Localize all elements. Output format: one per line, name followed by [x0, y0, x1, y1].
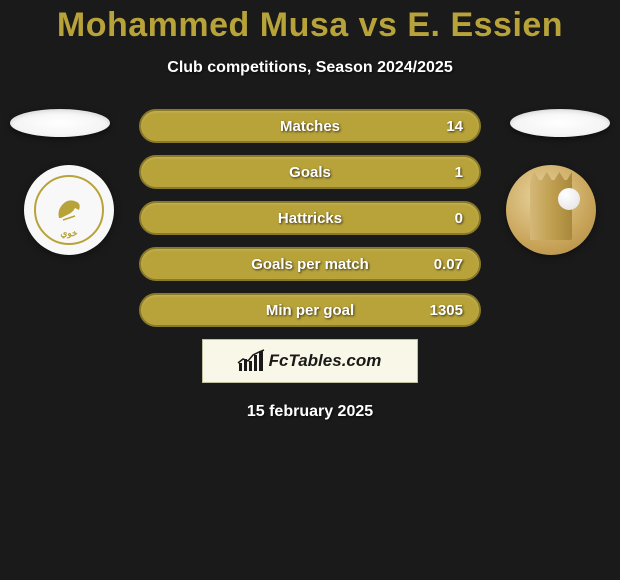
stat-row-matches: Matches 14 — [139, 109, 481, 143]
stat-label: Hattricks — [278, 210, 342, 227]
card-container: Mohammed Musa vs E. Essien Club competit… — [0, 0, 620, 421]
stat-value-right: 1305 — [430, 302, 463, 319]
chart-icon — [239, 351, 263, 371]
stat-value-right: 14 — [446, 118, 463, 135]
stat-label: Min per goal — [266, 302, 354, 319]
main-area: خوي Matches 14 Goals 1 Hattricks 0 Goals… — [0, 109, 620, 421]
stat-value-right: 0 — [455, 210, 463, 227]
club-badge-left: خوي — [24, 165, 114, 255]
brand-label: FcTables.com — [269, 351, 382, 371]
page-title: Mohammed Musa vs E. Essien — [0, 6, 620, 45]
stat-label: Goals — [289, 164, 331, 181]
date-label: 15 february 2025 — [0, 403, 620, 421]
stat-row-goals-per-match: Goals per match 0.07 — [139, 247, 481, 281]
club-left-script: خوي — [60, 228, 77, 239]
tower-icon — [530, 180, 572, 240]
player-avatar-left — [10, 109, 110, 137]
subtitle: Club competitions, Season 2024/2025 — [0, 59, 620, 77]
stat-value-right: 0.07 — [434, 256, 463, 273]
ball-icon — [558, 188, 580, 210]
stat-row-min-per-goal: Min per goal 1305 — [139, 293, 481, 327]
stat-row-hattricks: Hattricks 0 — [139, 201, 481, 235]
club-badge-left-ring: خوي — [34, 175, 104, 245]
stats-list: Matches 14 Goals 1 Hattricks 0 Goals per… — [139, 109, 481, 327]
stat-row-goals: Goals 1 — [139, 155, 481, 189]
stat-label: Matches — [280, 118, 340, 135]
falcon-icon — [49, 190, 89, 230]
club-badge-right — [506, 165, 596, 255]
stat-value-right: 1 — [455, 164, 463, 181]
player-avatar-right — [510, 109, 610, 137]
brand-box[interactable]: FcTables.com — [202, 339, 418, 383]
stat-label: Goals per match — [251, 256, 369, 273]
